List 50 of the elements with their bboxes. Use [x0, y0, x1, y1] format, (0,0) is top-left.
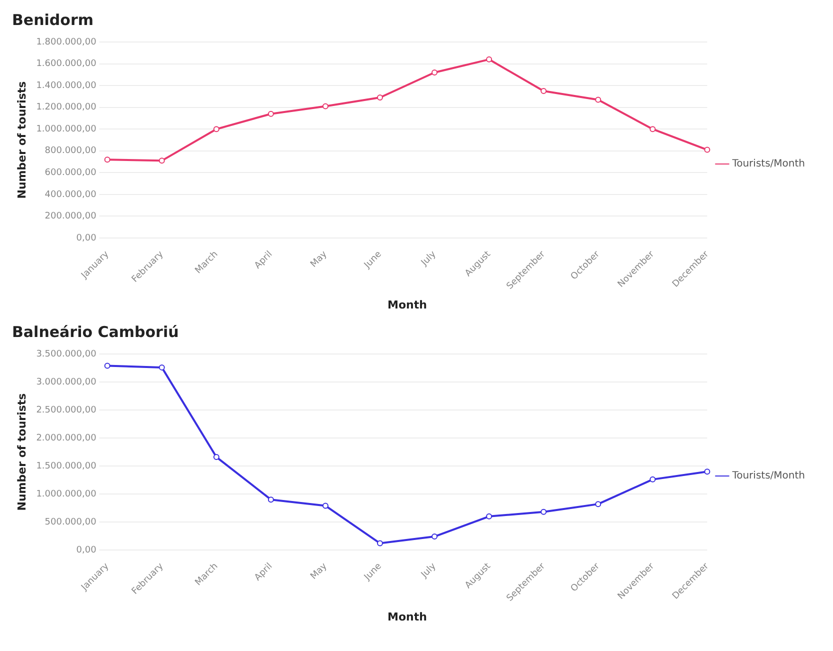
chart-title: Benidorm	[12, 10, 94, 29]
point	[322, 103, 328, 110]
y-axis-title: Number of tourists	[15, 392, 28, 511]
y-tick-label: 1.500.000,00	[36, 461, 97, 472]
point	[376, 94, 383, 101]
point	[650, 476, 656, 482]
x-axis-title: Month	[388, 610, 427, 624]
chart-title: Balneário Camboriú	[12, 322, 179, 341]
y-tick-label: 200.000,00	[44, 212, 97, 222]
point	[268, 496, 274, 503]
point	[432, 69, 438, 76]
y-tick-label: 1.400.000,00	[36, 80, 97, 91]
point	[213, 454, 220, 460]
x-axis-title: Month	[388, 298, 427, 312]
point	[540, 508, 547, 515]
y-tick-label: 1.000.000,00	[36, 124, 97, 134]
y-tick-label: 1.200.000,00	[36, 102, 97, 113]
point	[595, 96, 602, 103]
point	[158, 364, 165, 370]
y-tick-label: 600.000,00	[44, 168, 97, 178]
y-tick-label: 1.800.000,00	[36, 37, 97, 48]
point	[376, 540, 383, 546]
point	[158, 158, 165, 164]
y-tick-label: 3.000.000,00	[36, 377, 97, 388]
point	[540, 88, 547, 94]
point	[704, 146, 710, 153]
y-tick-label: 2.000.000,00	[36, 433, 97, 444]
y-tick-label: 400.000,00	[44, 190, 97, 200]
y-axis-title: Number of tourists	[15, 80, 28, 199]
point	[486, 513, 492, 520]
legend-label: Tourists/Month	[731, 470, 806, 482]
point	[486, 56, 492, 62]
point	[704, 468, 710, 475]
y-tick-label: 1.000.000,00	[36, 489, 97, 500]
point	[104, 156, 110, 163]
y-tick-label: 0,00	[76, 545, 97, 556]
y-tick-label: 500.000,00	[44, 517, 97, 528]
point	[650, 126, 656, 132]
point	[104, 362, 110, 369]
legend-label: Tourists/Month	[731, 158, 806, 170]
y-tick-label: 800.000,00	[44, 146, 97, 156]
y-tick-label: 2.500.000,00	[36, 405, 97, 416]
point	[268, 110, 274, 117]
y-tick-label: 1.600.000,00	[36, 59, 97, 70]
point	[213, 126, 220, 132]
point	[595, 501, 602, 508]
y-tick-label: 3.500.000,00	[36, 349, 97, 360]
point	[322, 502, 328, 509]
point	[432, 534, 438, 540]
y-tick-label: 0,00	[76, 233, 97, 244]
